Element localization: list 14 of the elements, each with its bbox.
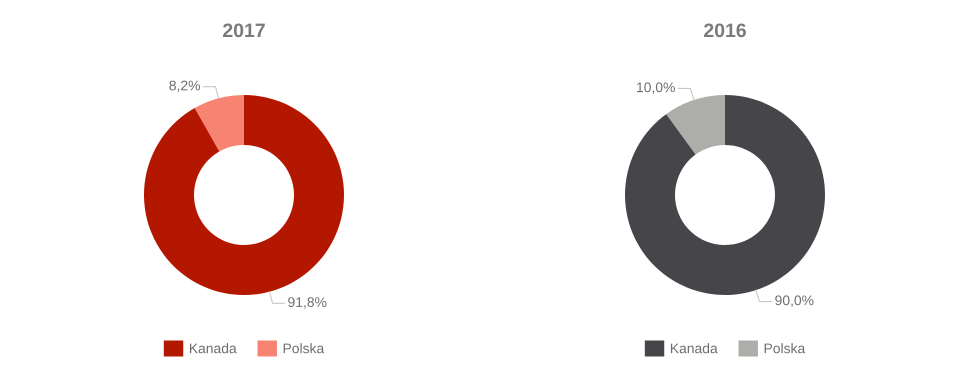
legend-label: Polska xyxy=(764,343,806,354)
chart-title: 2016 xyxy=(704,23,746,38)
donut-slice xyxy=(666,95,725,155)
legend-label: Kanada xyxy=(190,343,237,354)
donut-slice xyxy=(144,95,344,295)
data-label: 91,8% xyxy=(288,297,326,309)
legend-label: Polska xyxy=(284,343,324,354)
data-label: 90,0% xyxy=(775,295,814,307)
legend-label: Kanada xyxy=(670,343,718,354)
data-label: 8,2% xyxy=(169,80,200,92)
donut-slice xyxy=(194,95,244,152)
donut-slice xyxy=(625,95,825,295)
data-label: 10,0% xyxy=(637,82,675,94)
chart-title: 2017 xyxy=(223,23,265,38)
